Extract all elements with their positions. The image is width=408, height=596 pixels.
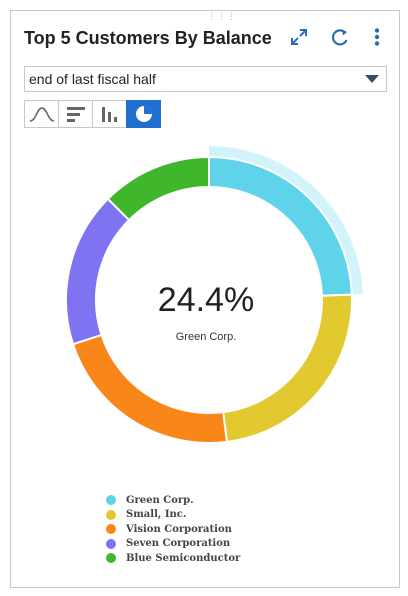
donut-slice-seven-corporation[interactable] <box>65 197 131 346</box>
chevron-down-icon <box>365 75 379 83</box>
legend-label: Blue Semiconductor <box>126 552 241 564</box>
selected-slice-highlight <box>209 146 363 295</box>
line-chart-icon <box>29 107 54 122</box>
horizontal-bar-icon <box>66 107 85 122</box>
legend-swatch <box>106 538 116 549</box>
selected-category: Green Corp. <box>175 331 237 343</box>
donut-slice-blue-semiconductor[interactable] <box>106 155 210 222</box>
legend-item[interactable]: Blue Semiconductor <box>106 551 240 566</box>
column-chart-icon <box>101 107 117 122</box>
donut-slice-vision-corporation[interactable] <box>71 333 229 444</box>
legend-item[interactable]: Small, Inc. <box>106 508 240 523</box>
legend-label: Vision Corporation <box>126 523 232 535</box>
legend-swatch <box>106 524 116 535</box>
chart-legend: Green Corp. Small, Inc. Vision Corporation… <box>106 493 240 566</box>
legend-label: Seven Corporation <box>126 538 231 550</box>
widget-title: Top 5 Customers By Balance <box>24 28 272 48</box>
period-select[interactable]: end of last fiscal half <box>24 66 387 92</box>
line-chart-view-button[interactable] <box>24 100 59 128</box>
bar-chart-view-button[interactable] <box>58 100 93 128</box>
widget-card: ⋮⋮⋮ Top 5 Customers By Balance end of la… <box>10 10 400 588</box>
legend-swatch <box>106 553 116 564</box>
legend-item[interactable]: Green Corp. <box>106 493 240 508</box>
donut-slice-green-corp[interactable] <box>208 155 353 297</box>
donut-chart-icon <box>135 106 152 122</box>
selected-value: 24.4% <box>157 281 255 319</box>
pie-chart-view-button[interactable] <box>126 100 161 128</box>
chart-type-toolbar <box>24 100 161 128</box>
more-vertical-icon[interactable] <box>365 25 389 49</box>
legend-item[interactable]: Seven Corporation <box>106 537 240 552</box>
refresh-icon[interactable] <box>328 25 352 49</box>
drag-handle-icon[interactable]: ⋮⋮⋮ <box>207 11 237 21</box>
expand-icon[interactable] <box>287 25 311 49</box>
period-select-value: end of last fiscal half <box>29 71 156 87</box>
legend-item[interactable]: Vision Corporation <box>106 522 240 537</box>
legend-label: Small, Inc. <box>126 509 187 521</box>
legend-swatch <box>106 495 116 506</box>
legend-label: Green Corp. <box>126 494 194 506</box>
legend-swatch <box>106 509 116 520</box>
donut-chart <box>65 146 363 444</box>
